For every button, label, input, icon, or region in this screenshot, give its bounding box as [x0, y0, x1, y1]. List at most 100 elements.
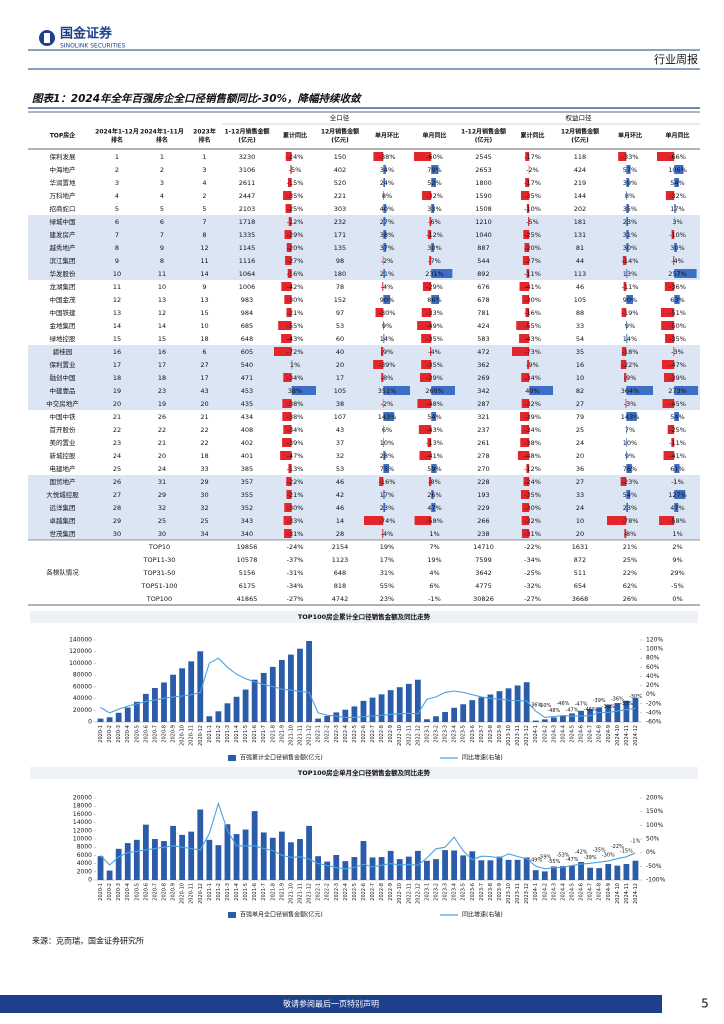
table-cell: 82 [576, 387, 584, 395]
table-cell: 90% [623, 296, 637, 304]
table-cell: 10 [576, 517, 584, 525]
y-tick-label: 2000 [77, 868, 92, 875]
table-cell: -35% [287, 192, 304, 200]
table-cell: 40% [380, 205, 394, 213]
table-cell: 4 [160, 192, 164, 200]
x-tick-label: 2020-7 [152, 883, 158, 901]
table-cell: 321 [477, 413, 489, 421]
company-name: 世茂集团 [50, 529, 76, 538]
table-cell: 38% [288, 387, 302, 395]
y2-tick-label: 60% [646, 664, 660, 671]
data-bar [382, 256, 384, 265]
table-cell: 4 [202, 179, 206, 187]
table-cell: 152 [334, 296, 346, 304]
data-bar [421, 360, 432, 369]
table-cell: -39% [287, 439, 304, 447]
table-cell: 17 [200, 374, 208, 382]
x-tick-label: 2021-8 [270, 883, 276, 901]
value-label: -39% [602, 704, 615, 710]
x-tick-label: 2022-11 [406, 883, 412, 904]
bar [396, 859, 403, 880]
column-header: 1-12月销售金额 [224, 127, 269, 135]
column-header: 排名 [156, 136, 168, 144]
table-cell: 19856 [237, 543, 258, 551]
x-tick-label: 2024-7 [588, 725, 594, 743]
table-cell: 16 [158, 348, 166, 356]
legend-label: 同比增速(右轴) [462, 911, 503, 919]
bar [260, 832, 267, 880]
table-cell: 3642 [475, 569, 492, 577]
table-cell: 24% [380, 179, 394, 187]
table-cell: 13 [200, 296, 208, 304]
bar [115, 848, 122, 880]
x-tick-label: 2020-4 [125, 883, 131, 901]
data-bar [286, 308, 292, 317]
table-cell: 3 [202, 166, 206, 174]
table-cell: 38 [336, 400, 344, 408]
table-cell: 17% [670, 205, 684, 213]
tier-name: TOP100 [146, 595, 172, 603]
bar [514, 859, 521, 880]
table-cell: 32 [336, 452, 344, 460]
table-cell: 31% [380, 569, 394, 577]
table-cell: 22 [200, 426, 208, 434]
table-cell: 352 [241, 504, 253, 512]
bar [124, 707, 131, 722]
table-cell: 278 [477, 452, 489, 460]
y2-tick-label: -100% [646, 877, 666, 884]
data-bar [283, 425, 292, 434]
x-tick-label: 2024-1 [533, 883, 539, 901]
table-cell: 23 [113, 439, 121, 447]
table-cell: 135 [334, 244, 346, 252]
table-cell: -22% [524, 543, 541, 551]
data-bar [431, 503, 436, 512]
table-cell: 424 [574, 166, 586, 174]
table-cell: 2545 [475, 153, 492, 161]
row-band [28, 345, 700, 358]
table-cell: -55% [287, 322, 304, 330]
table-cell: -73% [524, 348, 541, 356]
table-cell: 79 [576, 413, 584, 421]
data-bar [375, 308, 384, 317]
y2-tick-label: 40% [646, 673, 660, 680]
x-tick-label: 2020-12 [198, 883, 204, 904]
bar [233, 834, 240, 880]
y2-tick-label: -40% [646, 709, 662, 716]
data-bar [274, 347, 292, 356]
table-cell: 228 [477, 478, 489, 486]
x-tick-label: 2022-2 [325, 883, 331, 901]
row-band [28, 358, 700, 371]
column-header: 单月环比 [618, 132, 642, 140]
bar [496, 691, 503, 722]
x-tick-label: 2020-1 [98, 725, 104, 743]
data-bar [284, 230, 292, 239]
x-tick-label: 2021-3 [225, 883, 231, 901]
x-tick-label: 2023-9 [497, 725, 503, 743]
table-cell: 351% [378, 387, 397, 395]
table-cell: 26% [427, 491, 441, 499]
data-bar [657, 152, 675, 161]
bar [351, 857, 358, 880]
column-header: 1-12月销售金额 [461, 127, 506, 135]
table-cell: 818 [334, 582, 346, 590]
figure-title: 图表1：2024年全年百强房企全口径销售额同比-30%，降幅持续收敛 [32, 92, 362, 105]
table-cell: -78% [622, 517, 639, 525]
table-cell: 2611 [239, 179, 256, 187]
table-cell: 1145 [239, 244, 256, 252]
data-bar [626, 243, 629, 252]
table-cell: 25% [623, 556, 637, 564]
table-cell: -17% [524, 153, 541, 161]
row-band [28, 527, 700, 540]
x-tick-label: 2020-3 [116, 883, 122, 901]
table-cell: 453 [241, 387, 253, 395]
table-cell: 41865 [237, 595, 258, 603]
x-tick-label: 2024-2 [542, 725, 548, 743]
data-bar [674, 295, 680, 304]
value-label: -46% [556, 701, 569, 707]
table-cell: 273% [668, 387, 687, 395]
bar [179, 834, 186, 880]
table-cell: 171 [334, 231, 346, 239]
x-tick-label: 2023-6 [470, 883, 476, 901]
table-cell: 781 [477, 309, 489, 317]
value-label: -1% [631, 838, 641, 844]
